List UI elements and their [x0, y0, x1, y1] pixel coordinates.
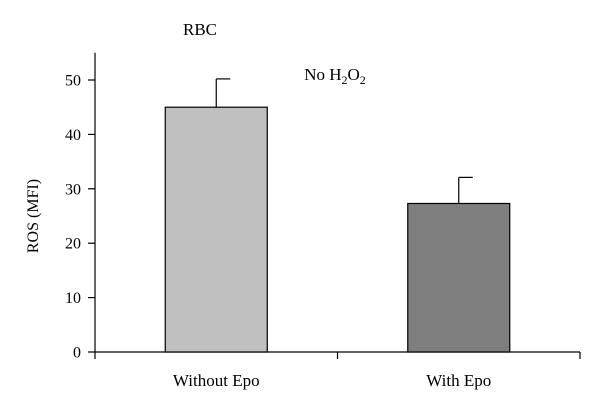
y-axis-label: ROS (MFI) [25, 179, 42, 253]
x-category-label: Without Epo [173, 371, 260, 390]
y-tick-label: 40 [65, 127, 81, 144]
y-tick-label: 30 [65, 181, 81, 198]
condition-label: No H2O2 [304, 65, 366, 87]
y-tick-label: 0 [73, 345, 81, 362]
y-tick-label: 10 [65, 290, 81, 307]
panel-label: RBC [183, 20, 217, 39]
y-tick-label: 20 [65, 236, 81, 253]
y-tick-label: 50 [65, 73, 81, 90]
x-category-label: With Epo [426, 371, 491, 390]
chart-marks: 0 10 20 30 40 50 Without Epo With Epo [65, 73, 581, 390]
bar [164, 106, 268, 353]
bar [407, 202, 511, 353]
